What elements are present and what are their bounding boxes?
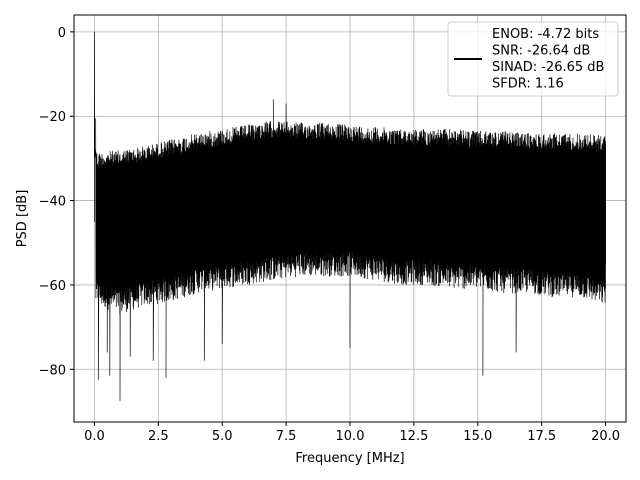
y-tick-label: −40: [39, 195, 66, 210]
x-tick-label: 10.0: [336, 429, 365, 444]
legend-box: [447, 21, 619, 97]
x-tick-label: 15.0: [463, 429, 492, 444]
axis-ticks: 0.0 2.5 5.0 7.5 10.0 12.5 15.0 17.5 20.0 0 −20 −40 −…: [39, 26, 620, 444]
psd-trace: [94, 31, 606, 401]
legend-sfdr-text: SFDR: 1.16: [492, 77, 564, 92]
legend: ENOB: -4.72 bits SNR: -26.64 dB SINAD: -…: [447, 21, 619, 97]
legend-snr-text: SNR: -26.64 dB: [492, 44, 590, 59]
legend-enob-text: ENOB: -4.72 bits: [492, 27, 599, 42]
y-tick-label: −20: [39, 110, 66, 125]
x-tick-label: 17.5: [527, 429, 556, 444]
y-tick-label: −80: [39, 363, 66, 378]
x-tick-label: 2.5: [148, 429, 169, 444]
x-tick-label: 0.0: [84, 429, 105, 444]
y-tick-label: −60: [39, 279, 66, 294]
y-tick-label: 0: [58, 26, 66, 41]
x-tick-label: 20.0: [591, 429, 620, 444]
x-tick-label: 5.0: [212, 429, 233, 444]
legend-sinad-text: SINAD: -26.65 dB: [492, 60, 604, 75]
x-tick-label: 12.5: [399, 429, 428, 444]
x-axis-label: Frequency [MHz]: [295, 451, 404, 466]
plot-series: [94, 31, 606, 401]
y-axis-label: PSD [dB]: [15, 190, 30, 248]
x-tick-label: 7.5: [276, 429, 297, 444]
